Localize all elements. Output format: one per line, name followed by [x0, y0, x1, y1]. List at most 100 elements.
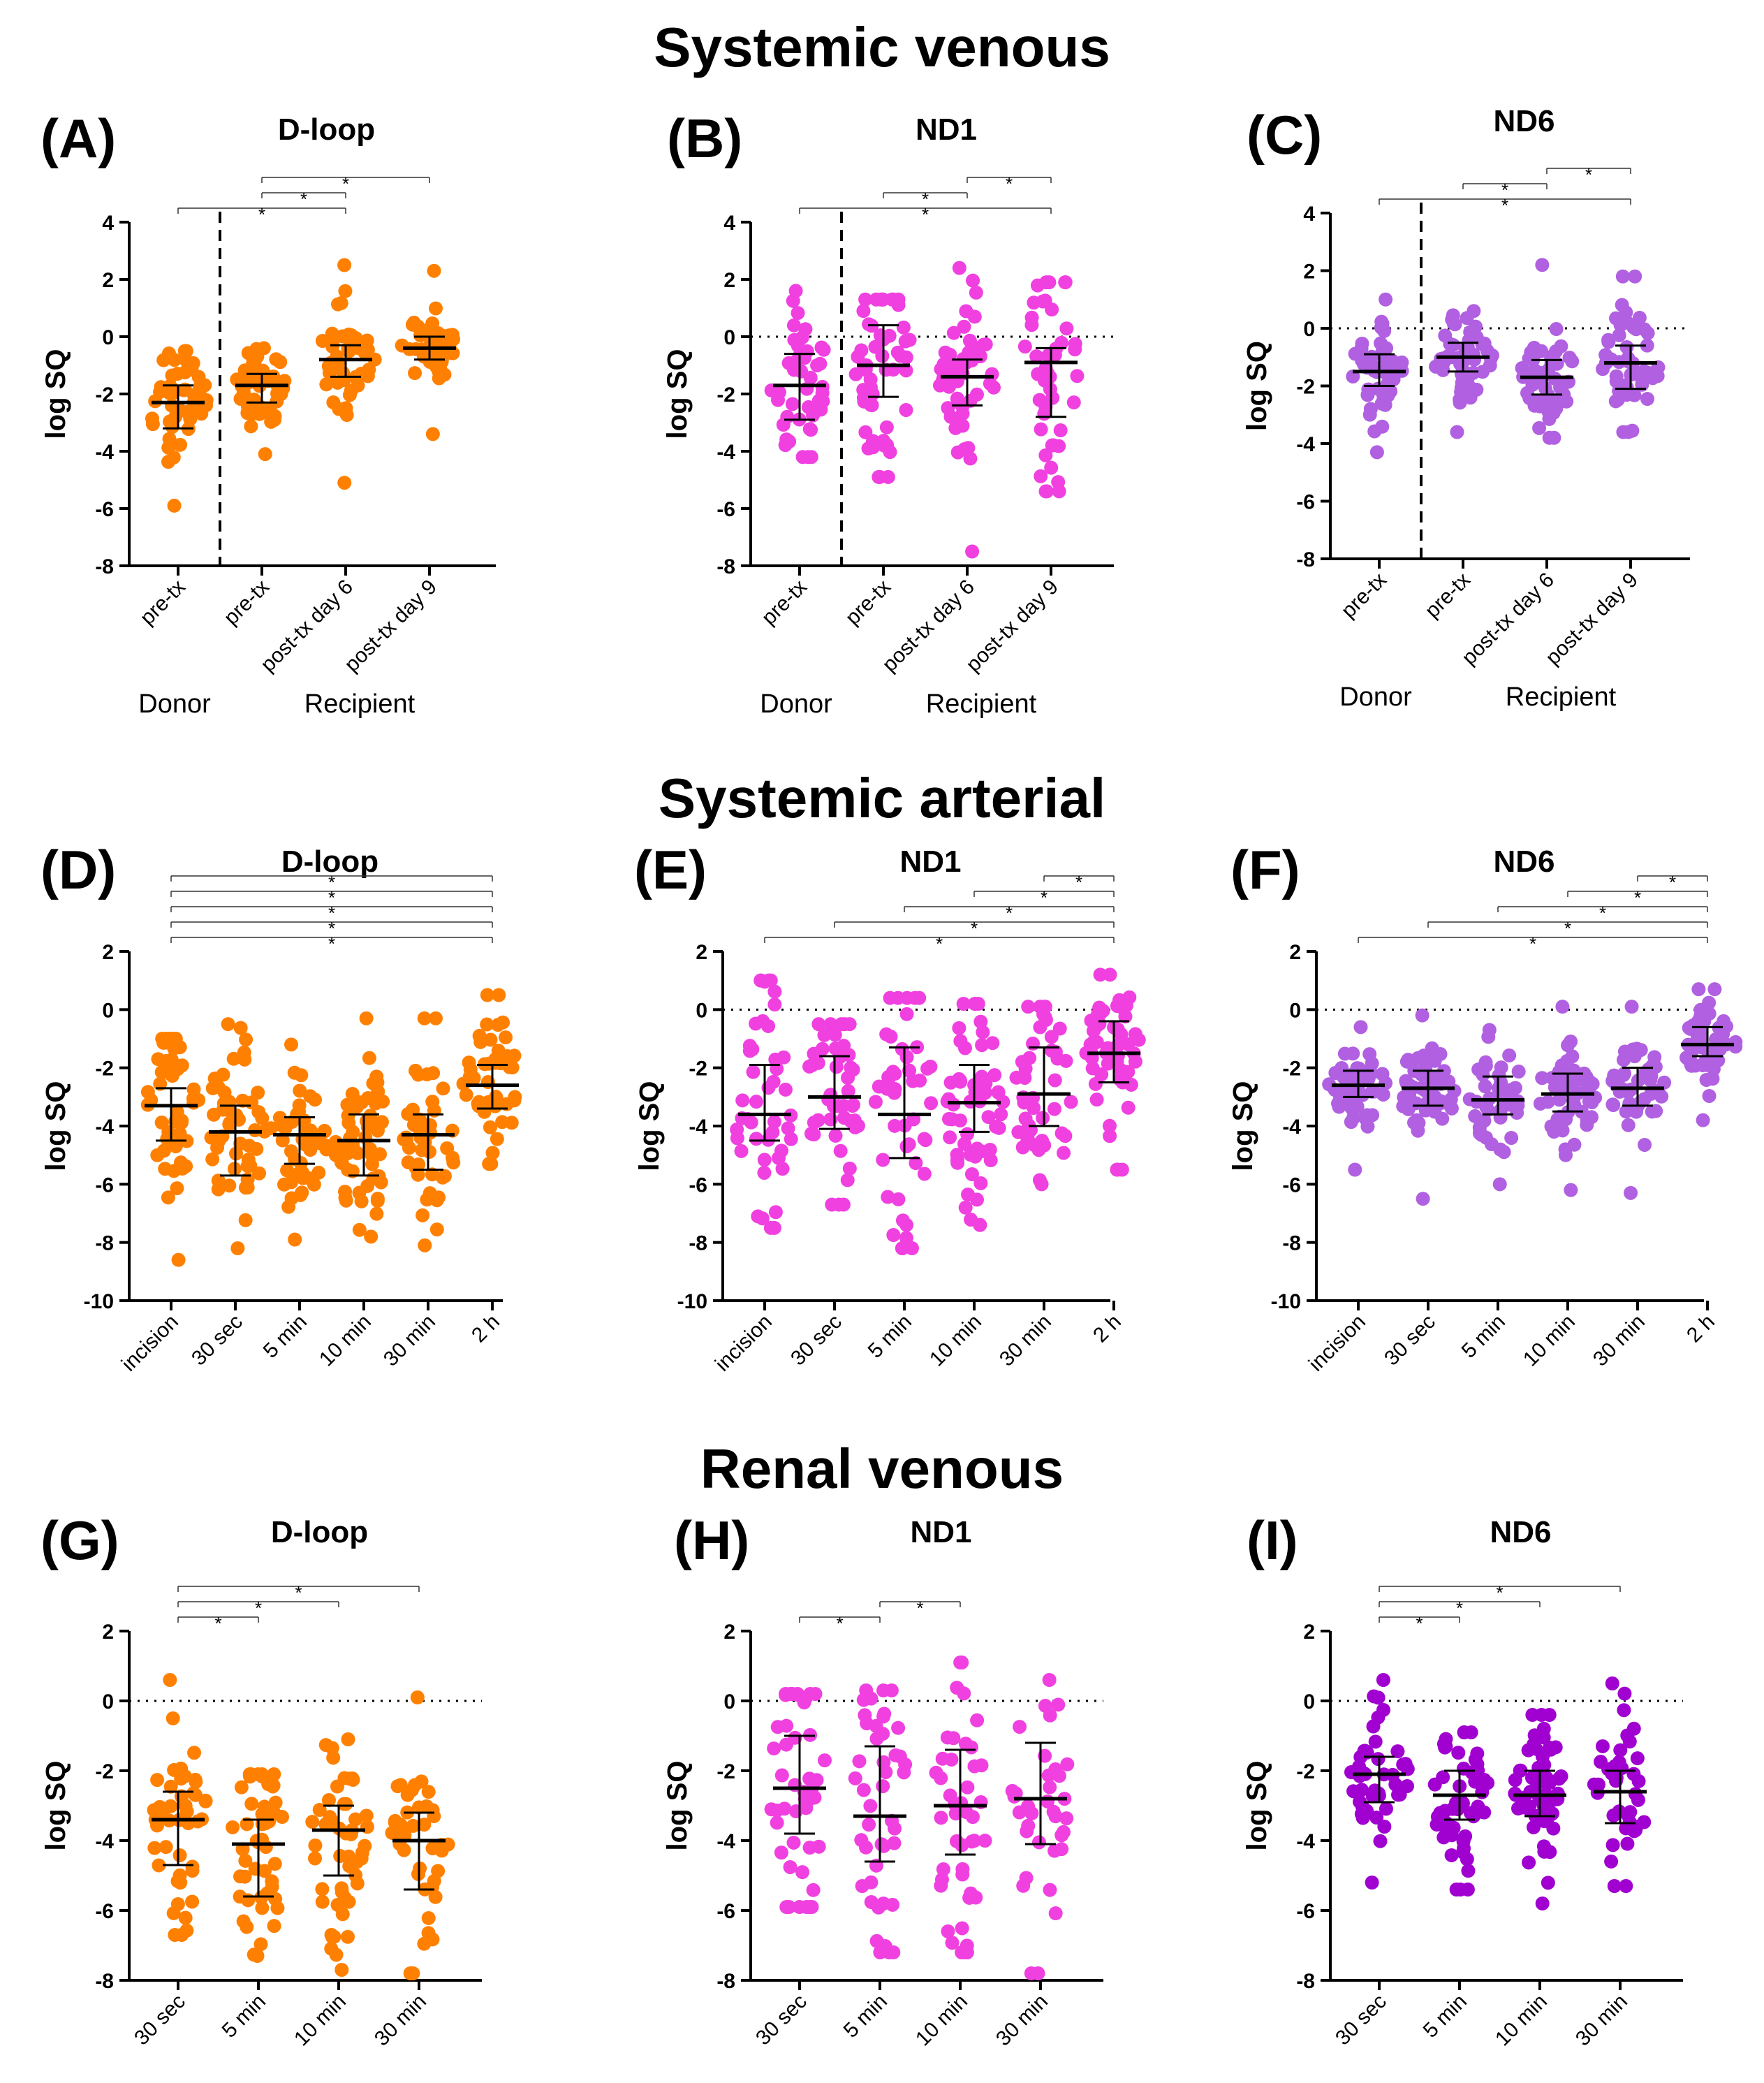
section-title-systemic-arterial: Systemic arterial	[659, 767, 1105, 829]
data-point	[1522, 1855, 1536, 1870]
data-point	[912, 991, 927, 1005]
data-point	[161, 1190, 175, 1205]
data-point	[477, 1103, 492, 1118]
series-2	[1515, 258, 1580, 445]
data-point	[814, 340, 829, 355]
data-point	[1060, 1757, 1075, 1771]
series-0	[140, 1032, 206, 1267]
data-point	[989, 1119, 1004, 1134]
data-point	[873, 328, 888, 343]
series-2	[1462, 1023, 1526, 1192]
data-point	[1365, 1876, 1379, 1890]
y-tick-label: -4	[689, 1116, 707, 1139]
data-point	[779, 1688, 793, 1702]
data-point	[1038, 484, 1053, 499]
y-tick-label: -8	[1296, 548, 1315, 571]
data-point	[1043, 1708, 1057, 1723]
panel-title: D-loop	[281, 845, 378, 879]
panel-title: ND6	[1490, 1515, 1551, 1549]
data-point	[864, 1875, 879, 1890]
data-point	[1615, 269, 1630, 284]
x-tick-label: pre-tx	[135, 576, 190, 630]
data-point	[275, 1133, 290, 1148]
data-point	[427, 1103, 441, 1118]
data-point	[1696, 1113, 1710, 1127]
data-point	[1332, 1090, 1347, 1104]
data-point	[305, 1815, 320, 1829]
data-point	[1032, 1173, 1047, 1187]
data-point	[159, 1840, 173, 1855]
x-tick-label: 30 min	[370, 1990, 431, 2051]
data-point	[779, 1900, 794, 1914]
data-point	[422, 1118, 437, 1132]
data-point	[1053, 423, 1068, 438]
series-5	[1079, 967, 1146, 1177]
data-point	[359, 1011, 374, 1025]
data-point	[237, 1869, 252, 1884]
data-point	[186, 356, 200, 370]
data-point	[767, 1741, 781, 1756]
data-point	[341, 1146, 355, 1160]
data-point	[1435, 1111, 1450, 1126]
data-point	[791, 306, 805, 321]
data-point	[420, 1192, 434, 1207]
data-point	[936, 1862, 950, 1877]
data-point	[1564, 1183, 1578, 1197]
data-point	[222, 1178, 237, 1193]
group-label: Donor	[1339, 682, 1412, 712]
data-point	[1048, 1906, 1063, 1921]
data-point	[876, 1153, 890, 1167]
data-point	[1346, 1046, 1360, 1061]
series-0	[764, 1687, 832, 1914]
data-point	[238, 1853, 253, 1868]
data-point	[265, 1874, 279, 1889]
data-point	[1460, 340, 1475, 355]
data-point	[761, 1081, 776, 1095]
data-point	[284, 1191, 299, 1206]
x-tick-label: pre-tx	[841, 576, 895, 630]
data-point	[878, 1939, 892, 1954]
data-point	[159, 1032, 174, 1046]
data-point	[1036, 1111, 1050, 1125]
data-point	[974, 1758, 989, 1773]
data-point	[421, 1910, 436, 1925]
data-point	[918, 1133, 933, 1148]
x-tick-label: 10 min	[1519, 1310, 1580, 1371]
x-tick-label: 30 sec	[1331, 1990, 1391, 2050]
data-point	[909, 1156, 923, 1171]
data-point	[881, 1190, 895, 1204]
data-point	[1377, 1819, 1392, 1834]
y-tick-label: -2	[1296, 1760, 1315, 1783]
y-tick-label: -4	[1282, 1116, 1301, 1139]
x-tick-label: 30 sec	[187, 1310, 247, 1371]
data-point	[1585, 1110, 1599, 1125]
data-point	[258, 447, 272, 462]
data-point	[414, 1774, 429, 1789]
x-tick-label: 5 min	[1419, 1990, 1471, 2042]
data-point	[165, 368, 179, 383]
data-point	[833, 1143, 848, 1158]
y-tick-label: -8	[689, 1232, 707, 1255]
data-point	[1527, 340, 1541, 355]
data-point	[774, 1846, 788, 1860]
data-point	[446, 332, 461, 346]
data-point	[485, 1146, 500, 1160]
y-tick-label: 0	[723, 326, 735, 349]
data-point	[161, 455, 175, 469]
series-2	[932, 261, 1001, 559]
data-point	[1039, 275, 1054, 290]
data-point	[1446, 308, 1460, 323]
data-point	[958, 1737, 973, 1751]
data-point	[886, 1228, 901, 1243]
data-point	[1438, 1804, 1453, 1818]
data-point	[969, 1192, 984, 1207]
data-point	[803, 370, 818, 385]
data-point	[1612, 328, 1626, 342]
data-point	[983, 1153, 998, 1168]
data-point	[1024, 1966, 1038, 1980]
data-point	[786, 293, 800, 308]
data-point	[1552, 1771, 1566, 1786]
data-point	[946, 1097, 961, 1112]
data-point	[957, 319, 971, 334]
data-point	[428, 1890, 443, 1904]
